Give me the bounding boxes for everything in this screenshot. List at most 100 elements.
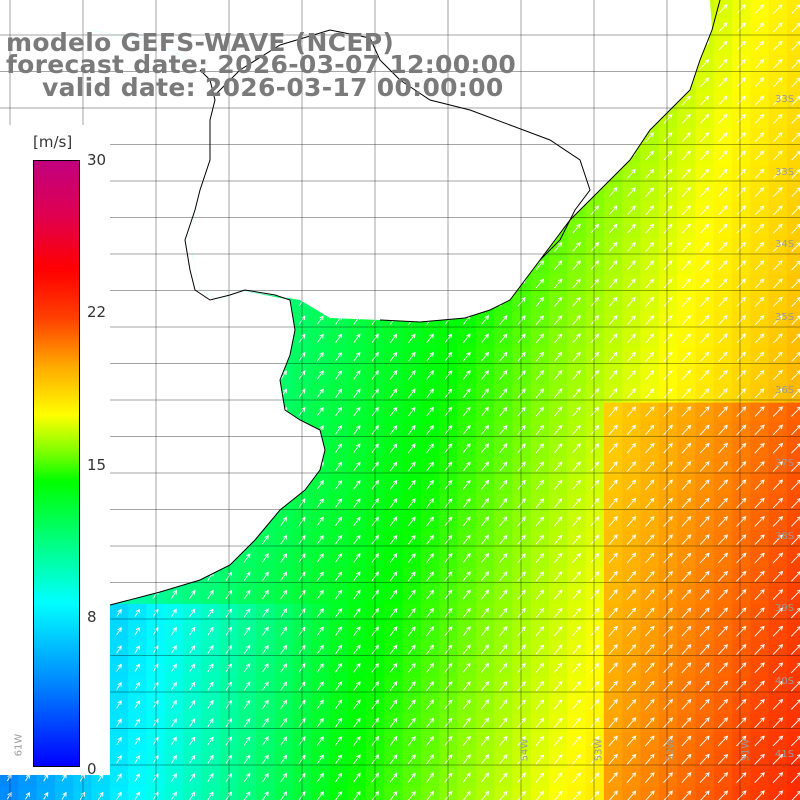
wind-arrow: [553, 772, 563, 783]
wind-arrow: [535, 315, 545, 325]
wind-arrow: [717, 772, 729, 784]
wind-arrow: [389, 516, 398, 527]
wind-arrow: [645, 534, 655, 545]
wind-arrow: [152, 700, 159, 709]
wind-arrow: [116, 627, 122, 636]
field-cell: [786, 146, 800, 166]
wind-arrow: [754, 223, 765, 234]
wind-arrow: [627, 370, 636, 380]
wind-arrow: [608, 516, 618, 527]
wind-arrow: [608, 296, 618, 307]
wind-arrow: [608, 772, 618, 783]
wind-arrow: [462, 571, 471, 582]
wind-arrow: [462, 717, 471, 728]
wind-arrow: [553, 754, 563, 765]
field-cell: [786, 54, 800, 74]
land-area: [0, 0, 712, 322]
wind-arrow: [189, 608, 196, 618]
wind-arrow: [736, 388, 747, 399]
wind-arrow: [316, 315, 324, 325]
wind-arrow: [663, 113, 673, 124]
wind-arrow: [353, 425, 361, 435]
wind-arrow: [335, 443, 343, 453]
field-cell: [622, 786, 642, 800]
wind-arrow: [736, 369, 747, 381]
wind-arrow: [626, 570, 637, 582]
wind-arrow: [590, 461, 600, 472]
wind-arrow: [243, 663, 251, 673]
field-cell: [585, 786, 605, 800]
wind-arrow: [608, 205, 618, 216]
wind-arrow: [207, 645, 214, 654]
wind-arrow: [754, 187, 765, 197]
wind-arrow: [280, 791, 288, 800]
wind-arrow: [790, 626, 800, 637]
wind-arrow: [262, 717, 269, 728]
wind-arrow: [426, 790, 435, 800]
wind-arrow: [444, 790, 453, 800]
wind-arrow: [554, 406, 563, 417]
wind-arrow: [645, 168, 655, 179]
wind-arrow: [535, 754, 545, 765]
wind-arrow: [243, 736, 251, 746]
wind-arrow: [444, 735, 453, 746]
wind-arrow: [389, 717, 398, 728]
wind-arrow: [535, 534, 545, 545]
wind-arrow: [663, 406, 673, 417]
wind-arrow: [645, 296, 655, 307]
wind-arrow: [772, 680, 784, 692]
lat-label: 37S: [775, 458, 795, 469]
wind-arrow: [243, 608, 251, 618]
wind-arrow: [499, 589, 508, 600]
wind-arrow: [608, 424, 618, 436]
wind-arrow: [572, 479, 581, 490]
wind-arrow: [608, 753, 618, 765]
wind-arrow: [353, 699, 361, 710]
wind-arrow: [627, 187, 636, 197]
wind-arrow: [481, 498, 490, 508]
wind-arrow: [644, 717, 655, 729]
wind-arrow: [699, 644, 710, 655]
wind-arrow: [772, 570, 784, 582]
wind-arrow: [554, 571, 563, 582]
wind-arrow: [736, 150, 746, 161]
wind-arrow: [25, 791, 30, 800]
wind-arrow: [517, 370, 526, 380]
wind-arrow: [426, 443, 434, 453]
lon-label: 54W: [519, 738, 531, 762]
field-cell: [786, 585, 800, 605]
wind-arrow: [773, 223, 783, 234]
wind-arrow: [389, 370, 398, 380]
wind-arrow: [207, 589, 214, 600]
wind-arrow: [554, 534, 563, 545]
wind-arrow: [645, 424, 655, 436]
wind-arrow: [535, 278, 545, 289]
wind-arrow: [444, 443, 453, 453]
wind-arrow: [554, 443, 563, 454]
wind-arrow: [645, 479, 655, 491]
wind-arrow: [389, 644, 398, 655]
wind-arrow: [736, 570, 747, 582]
wind-arrow: [773, 205, 783, 216]
field-cell: [530, 786, 550, 800]
field-cell: [640, 786, 660, 800]
wind-arrow: [645, 461, 655, 472]
wind-arrow: [480, 735, 490, 746]
wind-arrow: [644, 570, 655, 582]
wind-arrow: [590, 296, 600, 307]
wind-arrow: [335, 699, 343, 710]
wind-arrow: [408, 662, 416, 673]
field-cell: [786, 475, 800, 495]
wind-arrow: [535, 370, 545, 380]
wind-arrow: [171, 681, 177, 691]
wind-arrow: [426, 699, 435, 710]
wind-arrow: [517, 790, 526, 800]
wind-arrow: [773, 296, 783, 307]
wind-arrow: [590, 388, 600, 399]
wind-arrow: [517, 461, 526, 472]
field-cell: [475, 786, 495, 800]
wind-arrow: [645, 205, 655, 216]
wind-arrow: [773, 278, 783, 289]
wind-arrow: [517, 388, 526, 399]
wind-arrow: [353, 553, 361, 563]
